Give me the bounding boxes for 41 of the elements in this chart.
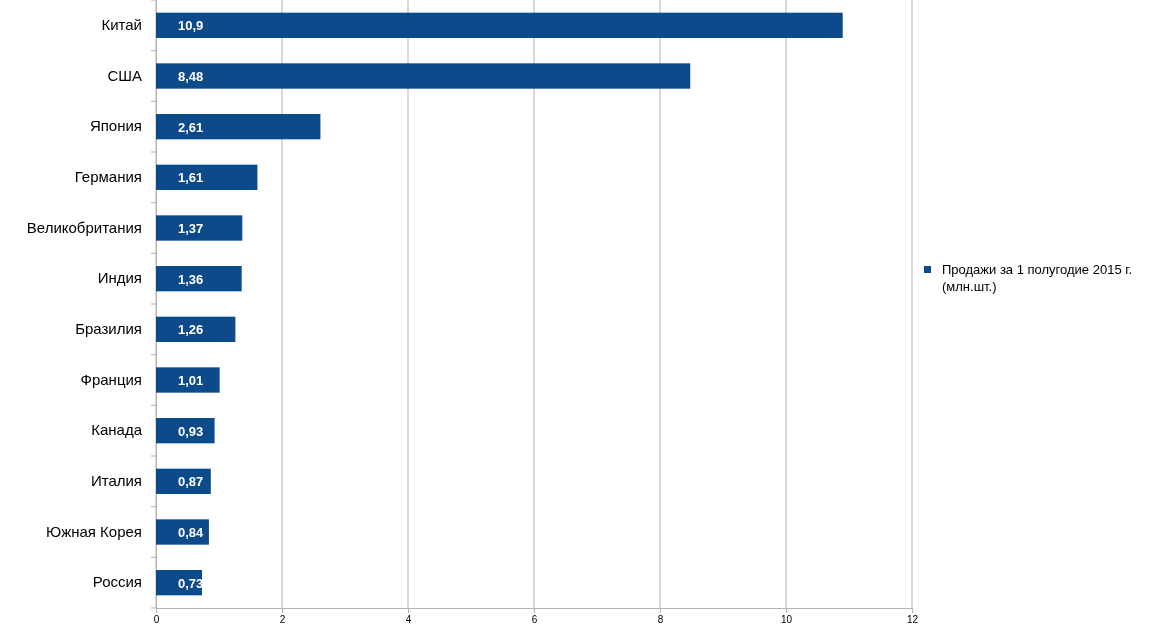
- y-tick-label: Южная Корея: [46, 522, 142, 540]
- bar: [156, 266, 242, 292]
- y-tick-label: Великобритания: [26, 218, 142, 236]
- data-label: 1,36: [178, 271, 204, 287]
- data-label: 0,93: [178, 423, 204, 439]
- y-tick-label: Япония: [89, 117, 142, 135]
- y-tick-label: США: [107, 66, 142, 84]
- x-tick-label: 10: [780, 614, 793, 626]
- y-tick-label: Италия: [90, 472, 142, 490]
- bar: [156, 316, 236, 342]
- data-label: 1,26: [178, 322, 204, 338]
- x-tick-label: 8: [657, 614, 664, 626]
- data-label: 8,48: [178, 69, 204, 84]
- y-tick-label: Россия: [92, 573, 142, 591]
- y-tick-label: Франция: [80, 370, 142, 388]
- x-tick-label: 12: [906, 614, 919, 626]
- x-tick-label: 2: [279, 614, 286, 626]
- x-tick-label: 6: [531, 614, 538, 626]
- data-label: 10,9: [178, 18, 204, 34]
- bar: [156, 215, 243, 241]
- bar: [156, 114, 321, 140]
- y-tick-label: Канада: [91, 421, 143, 439]
- bar: [156, 519, 209, 545]
- x-tick-label: 4: [405, 614, 412, 626]
- y-tick-label: Германия: [74, 168, 142, 186]
- data-label: 1,01: [178, 373, 204, 388]
- y-tick-label: Китай: [101, 16, 142, 34]
- bar: [156, 12, 843, 38]
- data-label: 1,61: [178, 170, 204, 186]
- bar: [156, 367, 220, 393]
- y-tick-label: Бразилия: [75, 320, 142, 338]
- bar: [156, 63, 691, 89]
- y-tick-label: Индия: [97, 269, 142, 287]
- data-label: 2,61: [178, 119, 204, 135]
- data-label: 0,84: [178, 525, 205, 540]
- x-tick-label: 0: [153, 614, 160, 626]
- legend-label: Продажи за 1 полугодие 2015 г. (млн.шт.): [942, 262, 1133, 294]
- data-label: 0,87: [178, 474, 204, 490]
- bar: [156, 164, 258, 190]
- data-label: 0,73: [178, 575, 204, 591]
- data-label: 1,37: [178, 221, 204, 236]
